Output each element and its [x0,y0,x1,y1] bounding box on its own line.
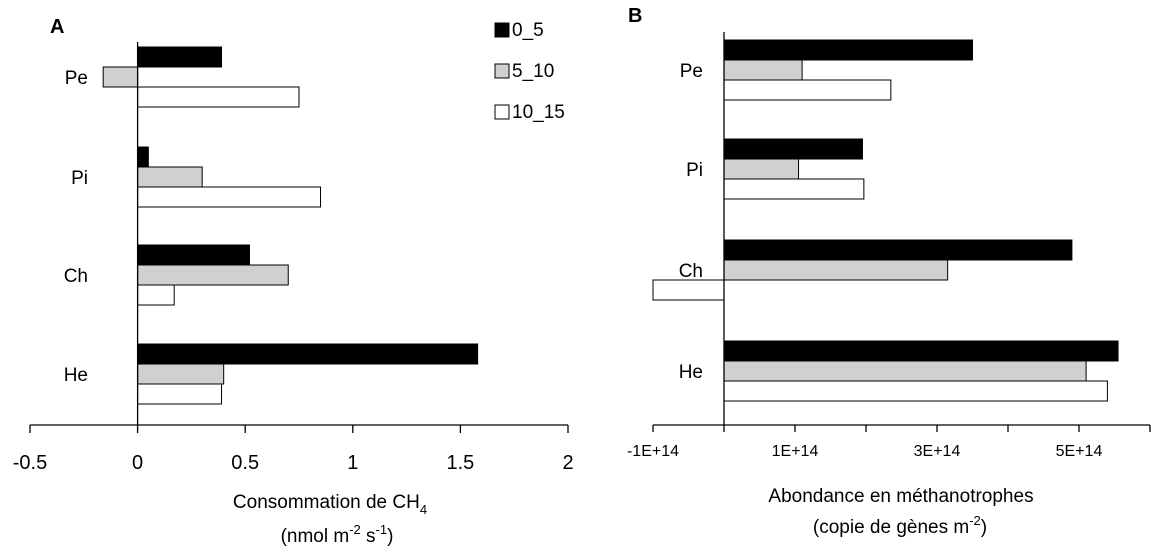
panel-b-chart: B Pe Pi Ch He -1E+14 1E+14 3E+14 5E+14 Abondanc… [627,5,1151,538]
panel-b-x-tick-label: 5E+14 [1056,443,1103,460]
panel-a-bar-ch-0_5 [137,244,251,266]
legend-label-10_15: 10_15 [512,102,565,123]
panel-b-x-tick-label: 3E+14 [914,443,961,460]
panel-b-bar-ch-10_15 [652,279,725,301]
panel-a-bar-he-0_5 [137,343,479,365]
panel-a-chart: A Pe Pi Ch He -0.5 0 0.5 1 1.5 2 0_5 5_10 10_15 Con… [13,16,574,547]
panel-b-bar-he-10_15 [723,380,1108,402]
panel-b-x-unit-c: ) [981,517,987,538]
panel-a-bar-ch-10_15 [137,284,175,306]
panel-a-bars [102,46,479,405]
panel-a-bar-he-5_10 [137,363,225,385]
panel-a-x-tick-label: 0.5 [231,452,259,474]
panel-a-x-unit-a: (nmol m [281,526,350,547]
panel-a-x-unit-sup2: -1 [376,522,388,537]
panel-a-x-unit-c: ) [387,526,393,547]
panel-a-x-tick-label: 1 [347,452,358,474]
panel-b-category-label: Ch [679,261,703,282]
panel-a-legend: 0_5 5_10 10_15 [494,20,565,123]
panel-a-category-label: Ch [64,266,88,287]
panel-b-x-unit-a: (copie de gènes m [813,517,969,538]
panel-b-bar-pe-10_15 [723,79,892,101]
panel-a-x-axis-title: Consommation de CH4 [233,492,427,517]
panel-b-x-tick-label: 1E+14 [772,443,819,460]
panel-a-x-unit-sup1: -2 [349,522,361,537]
legend-label-5_10: 5_10 [512,61,554,82]
panel-a-x-axis-unit: (nmol m-2 s-1) [281,522,394,547]
legend-swatch-5_10 [494,63,510,79]
panel-b-category-label: Pi [686,160,703,181]
panel-b-bar-pe-5_10 [723,59,803,81]
legend-swatch-10_15 [494,104,510,120]
panel-a-bar-pe-5_10 [102,66,139,88]
panel-a-bar-pi-0_5 [137,146,149,168]
panel-a-category-label: Pe [65,68,88,89]
panel-a-category-label: He [64,365,88,386]
panel-a-x-title-main: Consommation de CH [233,492,420,513]
panel-a-x-tick-label: -0.5 [13,452,47,474]
panel-a-bar-pi-5_10 [137,166,203,188]
panel-b-bars [652,39,1119,402]
panel-b-x-axis-title: Abondance en méthanotrophes [768,486,1033,507]
panel-a-bar-he-10_15 [137,383,223,405]
panel-a-letter: A [50,16,64,38]
panel-a-bar-ch-5_10 [137,264,289,286]
panel-b-bar-he-0_5 [723,340,1119,362]
panel-a-axes: Pe Pi Ch He -0.5 0 0.5 1 1.5 2 [13,42,574,474]
panel-b-bar-ch-0_5 [723,239,1073,261]
panel-b-bar-ch-5_10 [723,259,949,281]
panel-a-x-tick-label: 0 [132,452,143,474]
legend-swatch-0_5 [494,22,510,38]
panel-a-bar-pi-10_15 [137,186,322,208]
panel-b-bar-pi-0_5 [723,138,863,160]
panel-a-x-title-sub: 4 [420,502,427,517]
panel-b-axes: Pe Pi Ch He -1E+14 1E+14 3E+14 5E+14 [627,32,1151,460]
panel-b-bar-he-5_10 [723,360,1087,382]
panel-b-x-axis-unit: (copie de gènes m-2) [813,513,987,538]
panel-a-bar-pe-10_15 [137,86,300,108]
panel-b-x-unit-sup1: -2 [969,513,981,528]
panel-a-x-unit-b: s [361,526,376,547]
panel-a-x-tick-label: 1.5 [446,452,474,474]
panel-b-bar-pi-5_10 [723,158,800,180]
panel-b-letter: B [628,5,642,27]
panel-b-bar-pi-10_15 [723,178,865,200]
panel-a-bar-pe-0_5 [137,46,223,68]
legend-label-0_5: 0_5 [512,20,544,41]
panel-b-category-label: He [679,362,703,383]
panel-b-category-label: Pe [680,61,703,82]
panel-a-x-tick-label: 2 [562,452,573,474]
panel-b-x-tick-label: -1E+14 [627,443,679,460]
panel-a-category-label: Pi [71,168,88,189]
panel-b-bar-pe-0_5 [723,39,973,61]
